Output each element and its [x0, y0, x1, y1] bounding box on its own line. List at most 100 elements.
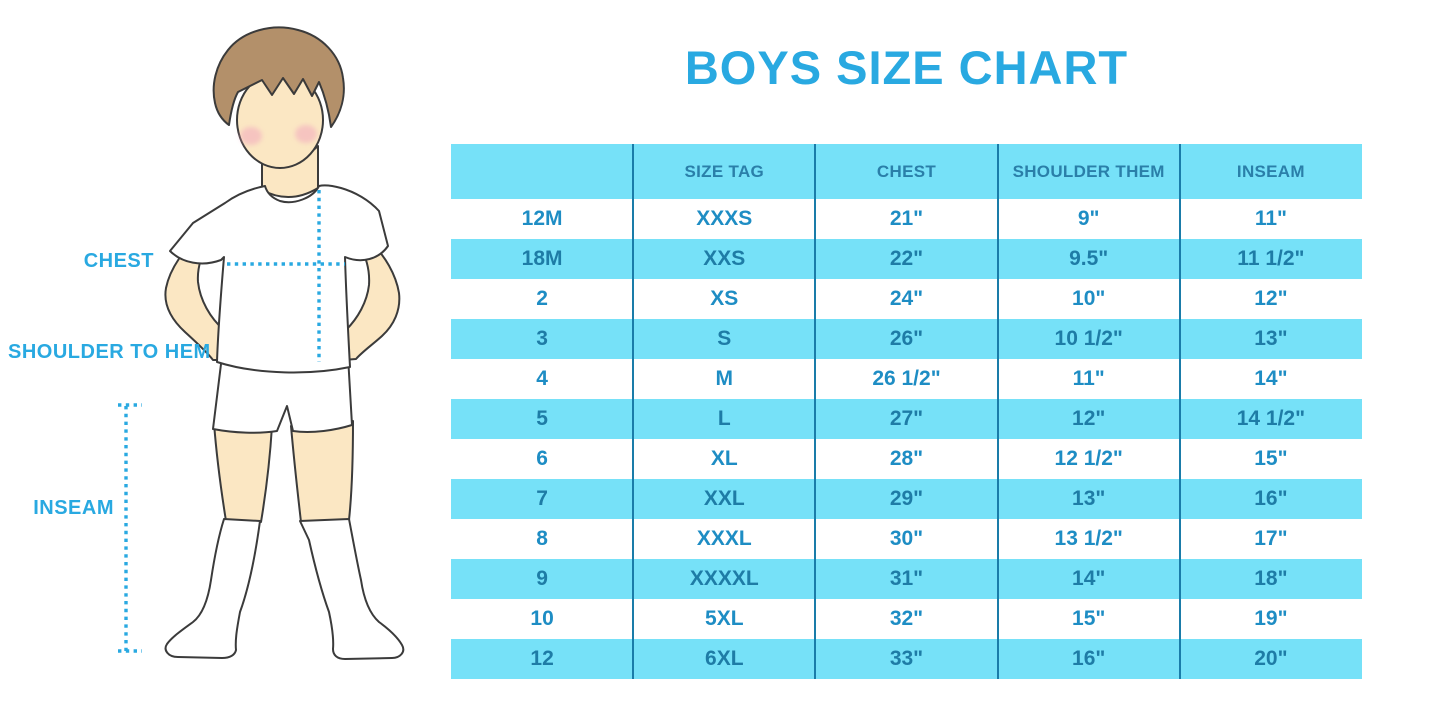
tshirt-shape	[169, 184, 389, 374]
table-cell: 15"	[1254, 447, 1288, 470]
table-cell: 10"	[1072, 287, 1106, 310]
column-divider	[1178, 144, 1181, 679]
page-title: BOYS SIZE CHART	[684, 41, 1129, 94]
left-leg-shape	[213, 422, 273, 523]
table-cell: 15"	[1072, 607, 1106, 630]
column-header-size-tag: SIZE TAG	[684, 161, 765, 181]
table-cell: 14"	[1254, 367, 1288, 390]
table-cell: 18M	[521, 247, 563, 270]
table-cell: 11"	[1254, 207, 1287, 230]
left-arm-shape	[164, 234, 227, 361]
blush-right	[295, 125, 317, 143]
right-leg-shape	[290, 420, 354, 523]
table-row: 12M XXXS 21" 9" 11"	[451, 199, 1362, 239]
chest-label: CHEST	[83, 250, 154, 272]
shorts-shape	[212, 355, 353, 434]
column-header-chest: CHEST	[876, 161, 937, 181]
column-divider	[996, 144, 999, 679]
table-cell: XXS	[703, 247, 746, 270]
table-cell: 12	[530, 647, 554, 670]
table-cell: XL	[710, 447, 738, 470]
table-cell: 12"	[1072, 407, 1106, 430]
table-cell: 14"	[1072, 567, 1106, 590]
size-chart-table: SIZE TAG CHEST SHOULDER THEM INSEAM 12M …	[451, 144, 1362, 679]
table-cell: 6	[536, 447, 548, 470]
table-header-row: SIZE TAG CHEST SHOULDER THEM INSEAM	[451, 144, 1362, 199]
table-row: 6 XL 28" 12 1/2" 15"	[451, 439, 1362, 479]
table-cell: 5	[536, 407, 548, 430]
table-cell: 6XL	[705, 647, 744, 670]
table-cell: 26"	[889, 327, 924, 350]
column-divider	[814, 144, 817, 679]
table-cell: XXL	[703, 487, 745, 510]
table-cell: XXXL	[696, 527, 752, 550]
table-row: 4 M 26 1/2" 11" 14"	[451, 359, 1362, 399]
table-row: 18M XXS 22" 9.5" 11 1/2"	[451, 239, 1362, 279]
table-row: 9 XXXXL 31" 14" 18"	[451, 559, 1362, 599]
table-cell: 19"	[1254, 607, 1288, 630]
table-cell: 2	[536, 287, 548, 310]
table-cell: 20"	[1254, 647, 1288, 670]
table-cell: 12 1/2"	[1054, 447, 1123, 470]
table-cell: 32"	[889, 607, 924, 630]
table-cell: 16"	[1072, 647, 1106, 670]
column-divider	[632, 144, 635, 679]
table-cell: 31"	[889, 567, 924, 590]
boy-measurement-illustration	[118, 26, 405, 660]
table-cell: 14 1/2"	[1236, 407, 1306, 430]
table-row: 3 S 26" 10 1/2" 13"	[451, 319, 1362, 359]
right-sock-shape	[299, 518, 405, 660]
table-cell: 21"	[889, 207, 924, 230]
table-cell: M	[715, 367, 734, 390]
column-header-size	[451, 144, 633, 199]
table-row: 10 5XL 32" 15" 19"	[451, 599, 1362, 639]
table-cell: 8	[536, 527, 548, 550]
right-arm-shape	[342, 241, 401, 361]
table-cell: 11 1/2"	[1237, 247, 1305, 270]
table-cell: 26 1/2"	[872, 367, 941, 390]
table-cell: 12"	[1254, 287, 1288, 310]
table-cell: 12M	[521, 207, 563, 230]
table-cell: S	[717, 327, 732, 350]
table-cell: XS	[710, 287, 739, 310]
table-cell: 13"	[1072, 487, 1106, 510]
table-cell: 9	[536, 567, 548, 590]
table-row: 5 L 27" 12" 14 1/2"	[451, 399, 1362, 439]
table-cell: 3	[536, 327, 548, 350]
table-cell: L	[717, 407, 731, 430]
table-row: 2 XS 24" 10" 12"	[451, 279, 1362, 319]
left-sock-shape	[164, 518, 261, 659]
table-body: 12M XXXS 21" 9" 11" 18M XXS 22" 9.5" 11 …	[451, 199, 1362, 679]
hair-shape	[212, 26, 345, 128]
table-cell: 29"	[889, 487, 924, 510]
table-cell: 7	[536, 487, 548, 510]
table-row: 7 XXL 29" 13" 16"	[451, 479, 1362, 519]
table-cell: 9.5"	[1069, 247, 1109, 270]
shoulder-to-hem-label: SHOULDER TO HEM	[8, 341, 211, 363]
table-cell: 18"	[1254, 567, 1288, 590]
table-cell: 28"	[889, 447, 924, 470]
table-row: 12 6XL 33" 16" 20"	[451, 639, 1362, 679]
table-cell: XXXXL	[689, 567, 759, 590]
table-row: 8 XXXL 30" 13 1/2" 17"	[451, 519, 1362, 559]
table-cell: 22"	[889, 247, 924, 270]
table-cell: 13 1/2"	[1054, 527, 1123, 550]
table-cell: 33"	[889, 647, 924, 670]
column-header-inseam: INSEAM	[1236, 161, 1305, 181]
table-cell: 16"	[1254, 487, 1288, 510]
table-cell: XXXS	[696, 207, 753, 230]
table-cell: 10	[530, 607, 554, 630]
table-cell: 4	[536, 367, 548, 390]
table-cell: 11"	[1072, 367, 1105, 390]
table-cell: 9"	[1077, 207, 1100, 230]
blush-left	[240, 127, 262, 145]
table-cell: 13"	[1254, 327, 1288, 350]
table-cell: 30"	[889, 527, 924, 550]
table-cell: 5XL	[705, 607, 744, 630]
table-cell: 24"	[889, 287, 924, 310]
inseam-label: INSEAM	[33, 497, 114, 519]
table-cell: 17"	[1254, 527, 1288, 550]
table-cell: 10 1/2"	[1054, 327, 1123, 350]
table-cell: 27"	[889, 407, 924, 430]
